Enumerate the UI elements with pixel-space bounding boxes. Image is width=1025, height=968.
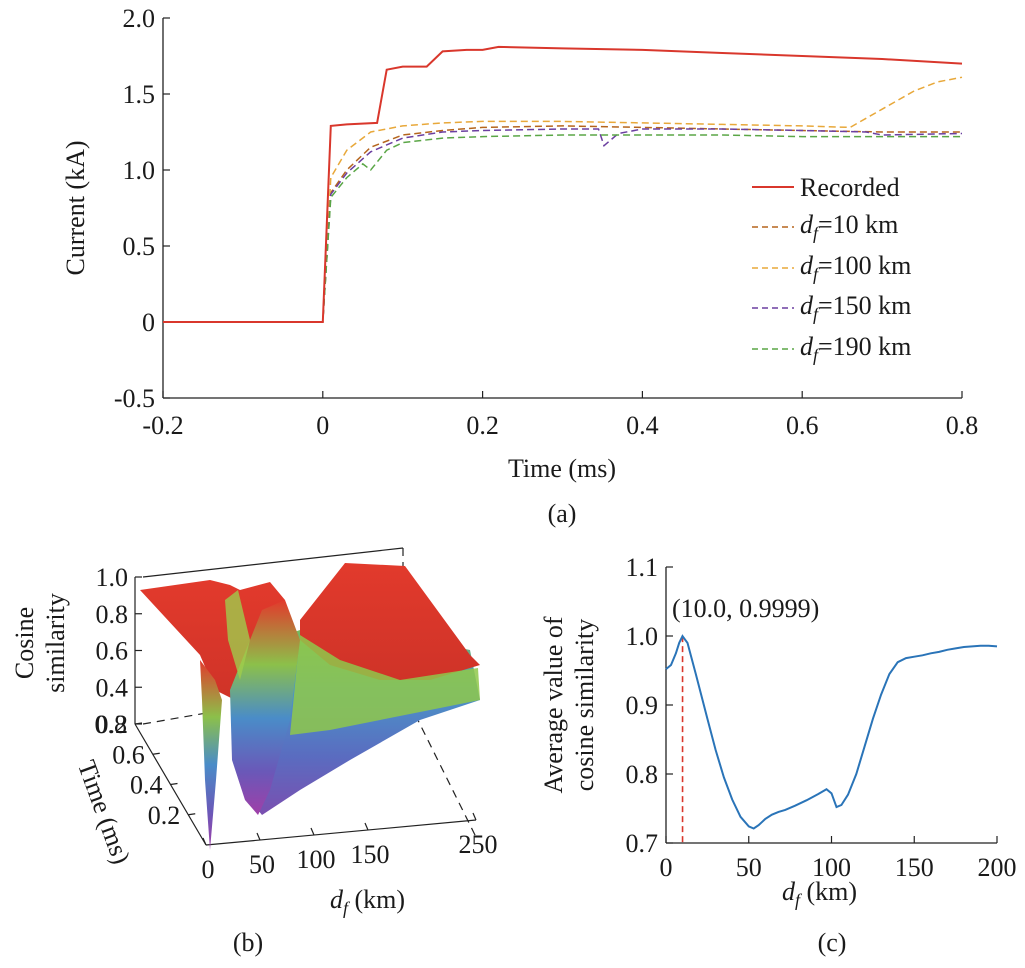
x-tick-label: 50 — [736, 853, 762, 882]
y-tick-label: 1.0 — [626, 622, 659, 651]
x-tick-label: 0 — [660, 853, 673, 882]
y-tick-label: 0 — [142, 308, 155, 337]
panel-b: 0.20.40.60.81.00.20.40.60.80 50 100 150 250 … — [10, 547, 498, 957]
time-tick-mark — [170, 782, 178, 786]
x-tick-label: 0.8 — [946, 411, 979, 440]
time-tick-mark — [188, 813, 196, 816]
time-tick-label: 0.2 — [148, 801, 181, 830]
df-tick-mark — [472, 812, 477, 821]
optimum-annotation: (10.0, 0.9999) — [672, 594, 819, 623]
panel-b-ticks: 0.20.40.60.81.00.20.40.60.80 50 100 150 250 — [95, 563, 498, 884]
legend-label-recorded: Recorded — [800, 173, 900, 202]
panel-b-xlabel: df (km) — [330, 885, 405, 918]
df-tick-label: 250 — [459, 830, 498, 859]
time-tick-mark — [134, 722, 143, 725]
y-tick-label: 0.5 — [123, 232, 156, 261]
df-tick-label: 100 — [297, 845, 336, 874]
legend-label-df150: df=150 km — [800, 291, 911, 324]
x-tick-label: 0.2 — [466, 411, 499, 440]
panel-b-caption: (b) — [233, 928, 263, 957]
df-tick-label: 150 — [351, 840, 390, 869]
x-tick-label: 0 — [316, 411, 329, 440]
surface-green-streak — [225, 590, 250, 680]
x-tick-label: 200 — [978, 853, 1017, 882]
surface-red-plateau-right — [300, 563, 480, 680]
z-tick-label: 1.0 — [96, 563, 129, 592]
x-tick-label: 0.4 — [626, 411, 659, 440]
z-tick-label: 0.6 — [96, 637, 129, 666]
x-tick-label: 0.6 — [786, 411, 819, 440]
df-tick-mark — [202, 837, 207, 846]
y-tick-label: 2.0 — [123, 4, 156, 33]
panel-c-caption: (c) — [818, 928, 847, 957]
panel-a-axes — [162, 18, 962, 399]
legend-label-df10: df=10 km — [800, 210, 898, 243]
y-tick-label: 1.1 — [626, 553, 659, 582]
time-tick-mark — [152, 752, 160, 755]
panel-c-xlabel: df (km) — [782, 877, 857, 910]
cosine-similarity-curve — [665, 634, 998, 830]
panel-c-ylabel-line2: cosine similarity — [570, 619, 599, 792]
df-tick-mark — [310, 827, 315, 836]
panel-a-ylabel: Current (kA) — [61, 140, 90, 275]
panel-a-ticks: -0.2 0 0.2 0.4 0.6 0.8 -0.5 0 0.5 1.0 1.5 2.0 — [114, 4, 978, 440]
x-tick-label: 100 — [812, 853, 851, 882]
z-tick-label: 0.2 — [96, 710, 129, 739]
surface-dip-narrow — [200, 660, 222, 850]
y-tick-label: 0.7 — [626, 829, 659, 858]
y-tick-label: 0.8 — [626, 760, 659, 789]
panel-a-legend: Recorded df=10 km df=100 km df=150 km df… — [752, 173, 911, 365]
df-tick-label: 0 — [202, 855, 215, 884]
time-tick-label: 0.6 — [112, 740, 145, 769]
panel-a: -0.2 0 0.2 0.4 0.6 0.8 -0.5 0 0.5 1.0 1.5 2.0 Time … — [61, 4, 978, 528]
series-line-df100 — [163, 76, 963, 323]
panel-a-series — [163, 45, 963, 323]
z-tick-label: 0.8 — [96, 600, 129, 629]
panel-c-ylabel-line1: Average value of — [539, 616, 568, 793]
panel-b-zlabel-line1: Cosine — [10, 607, 39, 679]
time-tick-label: 0.8 — [95, 710, 128, 739]
y-tick-label: 0.9 — [626, 691, 659, 720]
df-tick-label: 50 — [249, 850, 275, 879]
y-tick-label: -0.5 — [114, 384, 155, 413]
series-line-df190 — [163, 134, 962, 323]
panel-a-xlabel: Time (ms) — [508, 454, 616, 483]
y-tick-label: 1.5 — [123, 80, 156, 109]
z-tick-label: 0.4 — [96, 673, 129, 702]
series-line-df150 — [163, 128, 963, 323]
df-tick-mark — [364, 822, 369, 831]
legend-label-df190: df=190 km — [800, 332, 911, 365]
series-line-recorded — [163, 45, 963, 323]
panel-b-ylabel: Time (ms) — [72, 756, 136, 868]
y-tick-label: 1.0 — [123, 156, 156, 185]
panel-b-surface — [140, 563, 480, 850]
panel-c-ticks: 0 50 100 150 200 0.7 0.8 0.9 1.0 1.1 — [626, 553, 1017, 882]
time-tick-label: 0.4 — [130, 771, 163, 800]
x-tick-label: 150 — [895, 853, 934, 882]
panel-a-caption: (a) — [548, 499, 577, 528]
df-tick-mark — [256, 832, 261, 841]
legend-label-df100: df=100 km — [800, 251, 911, 284]
surface-green-band — [290, 635, 480, 735]
x-tick-label: -0.2 — [142, 411, 183, 440]
panel-b-zlabel-line2: similarity — [41, 593, 70, 693]
surface-dip-wide — [230, 600, 300, 815]
panel-c: 0 50 100 150 200 0.7 0.8 0.9 1.0 1.1 (10.0, 0.999… — [539, 553, 1017, 957]
